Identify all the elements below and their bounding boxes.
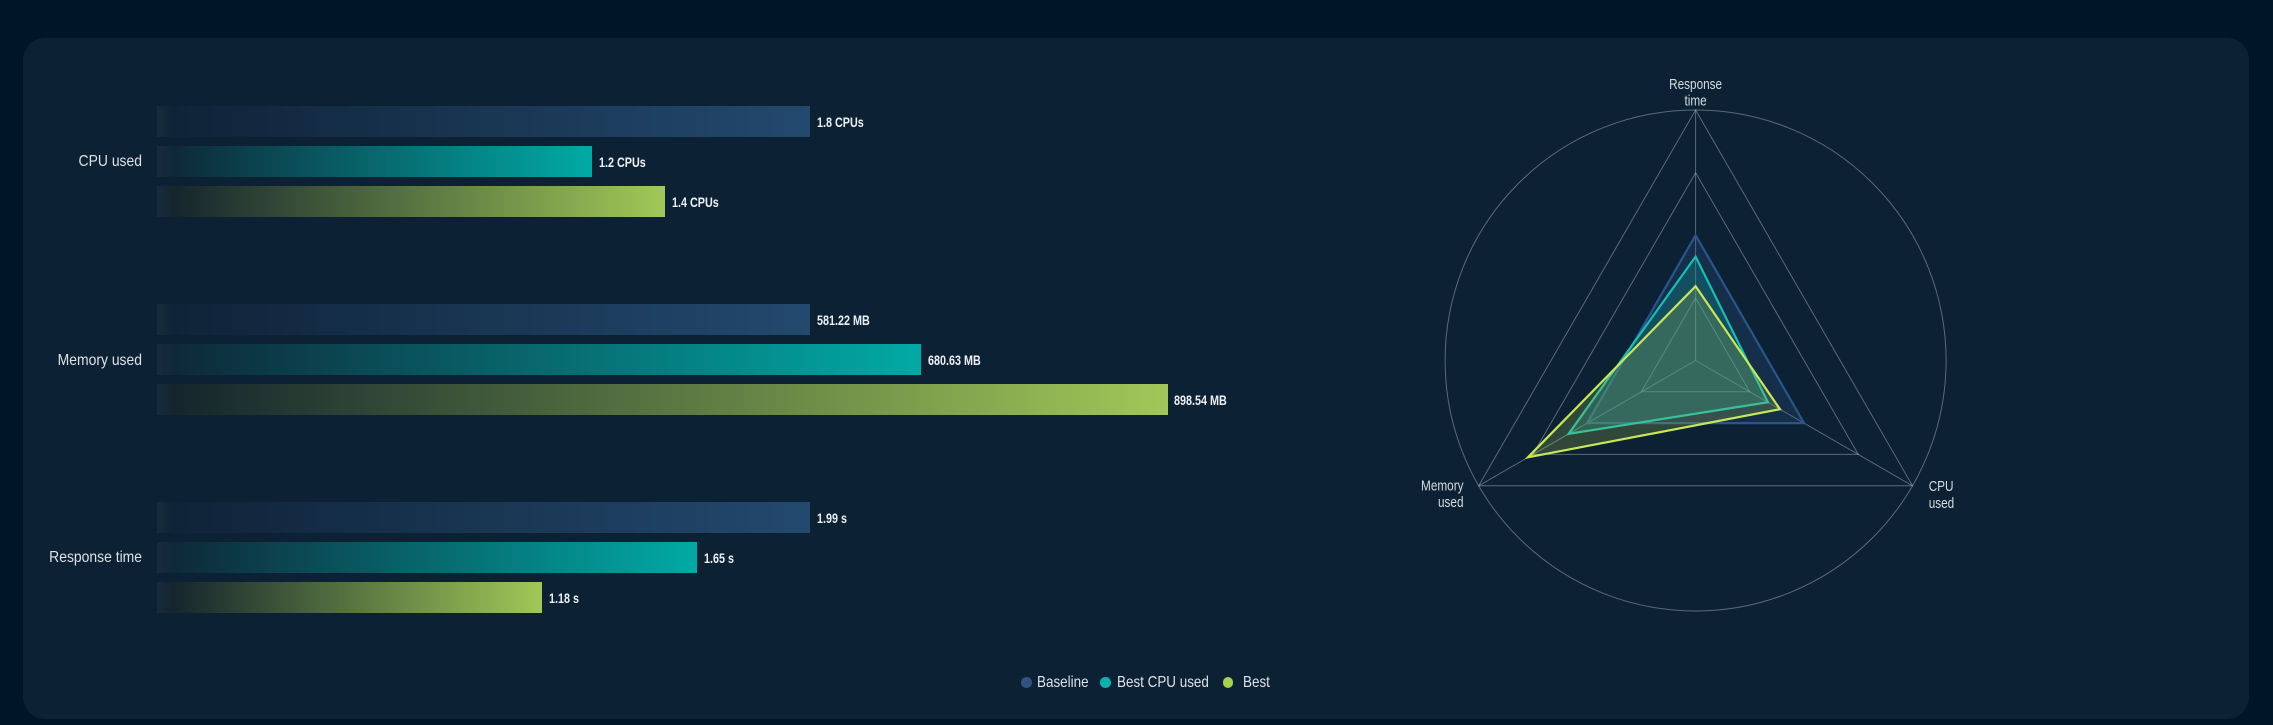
svg-text:used: used (1438, 494, 1464, 511)
svg-text:Response: Response (1669, 75, 1722, 92)
svg-text:time: time (1684, 92, 1706, 109)
svg-text:used: used (1929, 495, 1955, 512)
svg-text:CPU: CPU (1929, 478, 1954, 495)
svg-text:Memory: Memory (1421, 477, 1464, 494)
